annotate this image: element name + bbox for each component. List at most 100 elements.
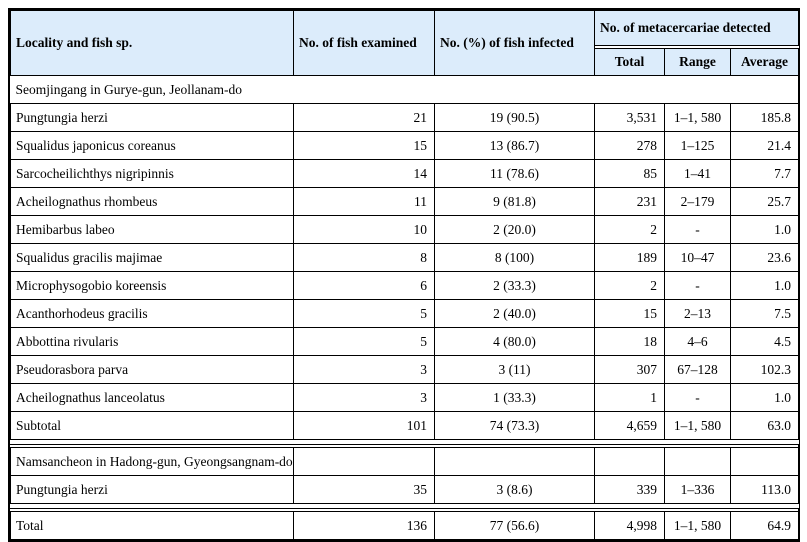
species-cell: Pseudorasbora parva — [10, 355, 294, 384]
separator-rule — [10, 439, 799, 448]
table-row: Pungtungia herzi 21 19 (90.5) 3,531 1–1,… — [10, 103, 800, 132]
header-locality: Locality and fish sp. — [10, 10, 294, 76]
average-cell: 25.7 — [729, 187, 800, 216]
average-cell: 7.7 — [729, 159, 800, 188]
total-cell: 2 — [594, 215, 665, 244]
section-separator — [10, 439, 799, 448]
table-row: Squalidus gracilis majimae 8 8 (100) 189… — [10, 243, 800, 272]
total-cell: 3,531 — [594, 103, 665, 132]
average-cell: 1.0 — [729, 271, 800, 300]
page: Locality and fish sp. No. of fish examin… — [8, 8, 800, 542]
examined-cell: 136 — [293, 509, 435, 540]
infected-cell: 3 (8.6) — [434, 475, 595, 504]
infected-cell: 77 (56.6) — [434, 509, 595, 540]
infected-cell: 1 (33.3) — [434, 383, 595, 412]
header-row-sub: Total Range Average — [11, 48, 800, 76]
total-cell: 231 — [594, 187, 665, 216]
header-row-main: Locality and fish sp. No. of fish examin… — [10, 10, 800, 76]
empty-cell — [729, 445, 800, 476]
species-cell: Pungtungia herzi — [10, 475, 294, 504]
infected-cell: 3 (11) — [434, 355, 595, 384]
species-cell: Hemibarbus labeo — [10, 215, 294, 244]
range-cell: 2–179 — [664, 187, 731, 216]
range-cell: 4–6 — [664, 327, 731, 356]
range-cell: 2–13 — [664, 299, 731, 328]
average-cell: 63.0 — [729, 411, 800, 440]
average-cell: 102.3 — [729, 355, 800, 384]
examined-cell: 8 — [293, 243, 435, 272]
species-cell: Pungtungia herzi — [10, 103, 294, 132]
range-cell: - — [664, 215, 731, 244]
average-cell: 1.0 — [729, 215, 800, 244]
examined-cell: 3 — [293, 383, 435, 412]
examined-cell: 5 — [293, 299, 435, 328]
total-cell: 15 — [594, 299, 665, 328]
examined-cell: 21 — [293, 103, 435, 132]
infected-cell: 9 (81.8) — [434, 187, 595, 216]
species-cell: Acheilognathus rhombeus — [10, 187, 294, 216]
section-separator — [10, 503, 799, 512]
separator-rule — [10, 503, 799, 512]
total-cell: 189 — [594, 243, 665, 272]
examined-cell: 3 — [293, 355, 435, 384]
infected-cell: 2 (33.3) — [434, 271, 595, 300]
infected-cell: 2 (20.0) — [434, 215, 595, 244]
examined-cell: 15 — [293, 131, 435, 160]
subtotal-row: Subtotal 101 74 (73.3) 4,659 1–1, 580 63… — [10, 411, 800, 440]
table-row: Pungtungia herzi 35 3 (8.6) 339 1–336 11… — [10, 475, 800, 504]
range-cell: 1–1, 580 — [664, 103, 731, 132]
total-cell: 2 — [594, 271, 665, 300]
empty-cell — [293, 445, 435, 476]
species-cell: Microphysogobio koreensis — [10, 271, 294, 300]
empty-cell — [664, 445, 731, 476]
range-cell: 10–47 — [664, 243, 731, 272]
section-title: Namsancheon in Hadong-gun, Gyeongsangnam… — [10, 445, 294, 476]
total-row: Total 136 77 (56.6) 4,998 1–1, 580 64.9 — [10, 509, 800, 540]
examined-cell: 11 — [293, 187, 435, 216]
data-table: Locality and fish sp. No. of fish examin… — [10, 10, 800, 540]
average-cell: 185.8 — [729, 103, 800, 132]
species-cell: Sarcocheilichthys nigripinnis — [10, 159, 294, 188]
average-cell: 4.5 — [729, 327, 800, 356]
fish-infection-table: Locality and fish sp. No. of fish examin… — [8, 8, 800, 542]
total-cell: 4,659 — [594, 411, 665, 440]
header-sub-average: Average — [729, 48, 800, 76]
examined-cell: 35 — [293, 475, 435, 504]
infected-cell: 11 (78.6) — [434, 159, 595, 188]
section-title-row: Seomjingang in Gurye-gun, Jeollanam-do — [10, 75, 799, 104]
average-cell: 64.9 — [729, 509, 800, 540]
range-cell: 1–336 — [664, 475, 731, 504]
species-cell: Acanthorhodeus gracilis — [10, 299, 294, 328]
average-cell: 23.6 — [729, 243, 800, 272]
range-cell: 1–125 — [664, 131, 731, 160]
total-cell: 1 — [594, 383, 665, 412]
table-row: Pseudorasbora parva 3 3 (11) 307 67–128 … — [10, 355, 800, 384]
range-cell: 1–41 — [664, 159, 731, 188]
table-row: Abbottina rivularis 5 4 (80.0) 18 4–6 4.… — [10, 327, 800, 356]
header-examined: No. of fish examined — [293, 10, 435, 76]
total-cell: 18 — [594, 327, 665, 356]
range-cell: 67–128 — [664, 355, 731, 384]
species-cell: Acheilognathus lanceolatus — [10, 383, 294, 412]
table-row: Sarcocheilichthys nigripinnis 14 11 (78.… — [10, 159, 800, 188]
range-cell: - — [664, 383, 731, 412]
infected-cell: 19 (90.5) — [434, 103, 595, 132]
table-row: Microphysogobio koreensis 6 2 (33.3) 2 -… — [10, 271, 800, 300]
total-cell: 85 — [594, 159, 665, 188]
header-sub-range: Range — [664, 48, 731, 76]
total-cell: 4,998 — [594, 509, 665, 540]
total-cell: 339 — [594, 475, 665, 504]
examined-cell: 101 — [293, 411, 435, 440]
average-cell: 7.5 — [729, 299, 800, 328]
infected-cell: 4 (80.0) — [434, 327, 595, 356]
average-cell: 113.0 — [729, 475, 800, 504]
average-cell: 1.0 — [729, 383, 800, 412]
empty-cell — [434, 445, 595, 476]
header-metacercariae: No. of metacercariae detected — [593, 10, 800, 46]
species-cell: Total — [10, 509, 294, 540]
species-cell: Abbottina rivularis — [10, 327, 294, 356]
empty-cell — [594, 445, 665, 476]
infected-cell: 13 (86.7) — [434, 131, 595, 160]
species-cell: Squalidus japonicus coreanus — [10, 131, 294, 160]
infected-cell: 8 (100) — [434, 243, 595, 272]
